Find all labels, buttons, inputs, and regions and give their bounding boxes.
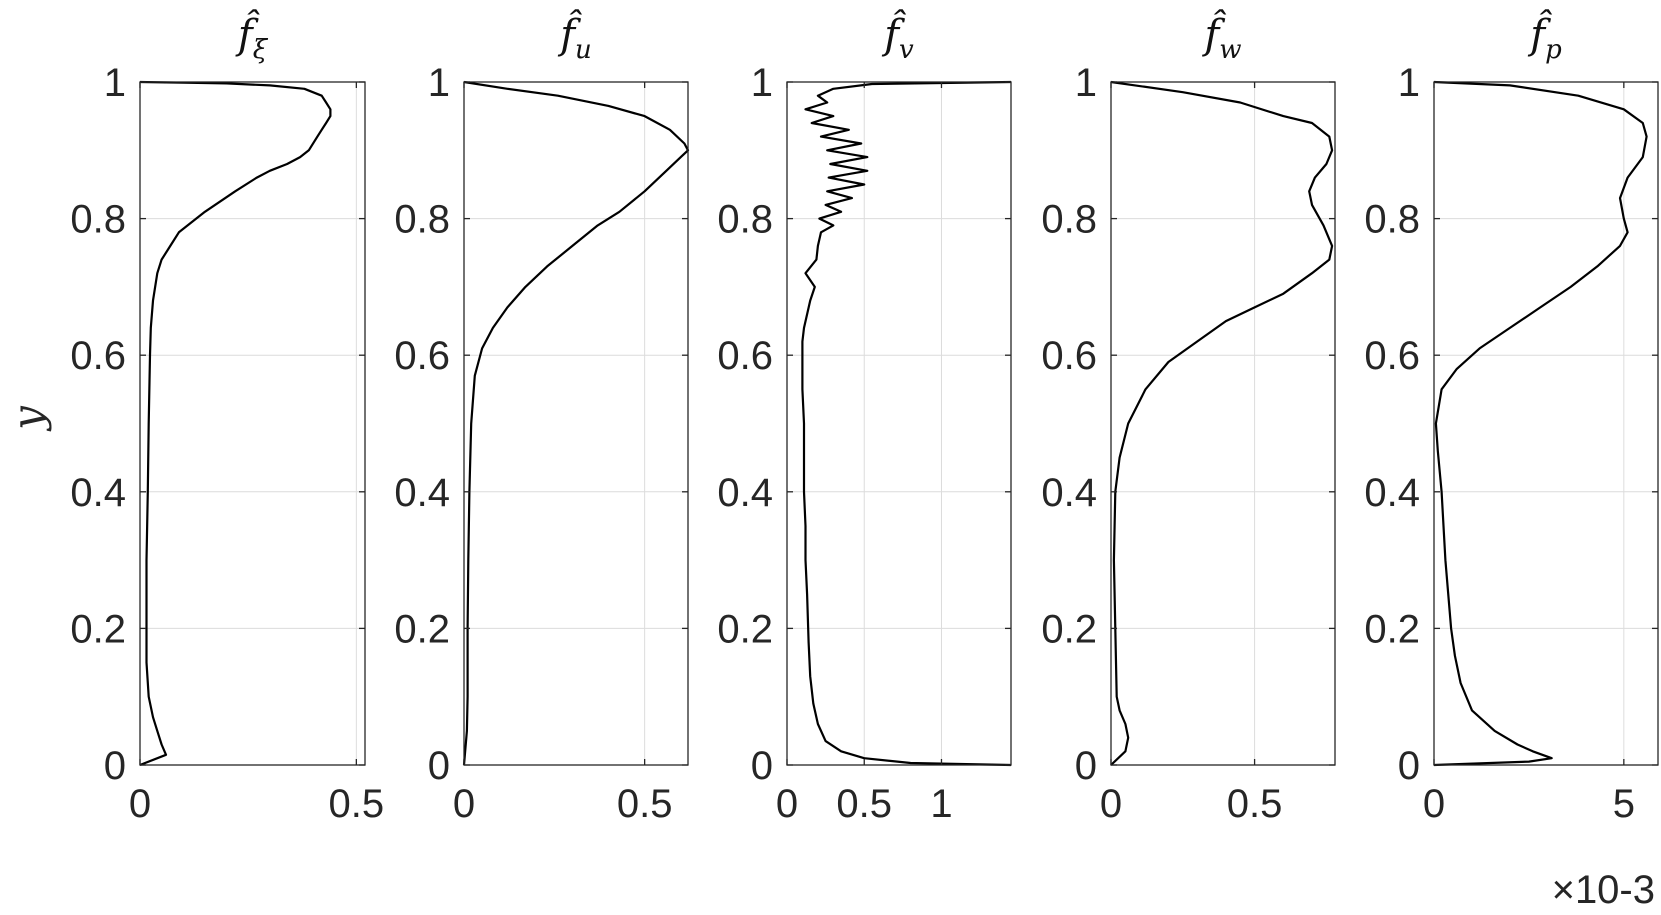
y-tick-label: 0.6 (717, 334, 773, 378)
x-multiplier-label: ×10-3 (1552, 868, 1655, 912)
y-tick-label: 0.6 (394, 334, 450, 378)
x-tick-label: 5 (1613, 782, 1635, 826)
y-tick-label: 0.8 (1041, 198, 1097, 242)
x-tick-label: 0 (453, 782, 475, 826)
y-tick-label: 0.4 (1364, 471, 1420, 515)
axes-frame (786, 81, 1012, 766)
x-tick-label: 0.5 (329, 782, 385, 826)
y-tick-label: 0.2 (394, 607, 450, 651)
y-tick-label: 1 (1075, 61, 1097, 105)
x-tick-label: 0 (1100, 782, 1122, 826)
axes-frame (1110, 81, 1336, 766)
panel-title: f̂v (881, 10, 914, 65)
y-tick-label: 0.6 (1364, 334, 1420, 378)
panel-title: f̂w (1201, 10, 1241, 65)
y-tick-label: 1 (751, 61, 773, 105)
y-tick-label: 0.4 (394, 471, 450, 515)
series-line (139, 80, 332, 767)
y-tick-label: 0.8 (394, 198, 450, 242)
y-tick-label: 0.6 (1041, 334, 1097, 378)
series-line (462, 80, 690, 766)
series-line (1433, 80, 1648, 767)
panel-1: 0 0.2 0.4 0.6 0.8 1 0 0.5 f̂ξ (70, 10, 384, 826)
panel-title-subscript: p (1545, 35, 1562, 65)
x-tick-label: 0 (1423, 782, 1445, 826)
y-tick-label: 0.8 (717, 198, 773, 242)
y-tick-label: 0 (1075, 744, 1097, 788)
panel-title-subscript: v (899, 35, 914, 65)
panel-title-subscript: ξ (253, 35, 269, 65)
panel-title-subscript: u (575, 35, 592, 65)
y-tick-label: 1 (104, 61, 126, 105)
y-tick-label: 1 (428, 61, 450, 105)
axes-frame (463, 81, 689, 766)
x-tick-label: 0 (776, 782, 798, 826)
y-tick-label: 0 (428, 744, 450, 788)
y-tick-label: 0.4 (70, 471, 126, 515)
panel-title: f̂ξ (235, 10, 269, 65)
axes-frame (1433, 81, 1659, 766)
panel-3: 0 0.2 0.4 0.6 0.8 1 0 0.5 1 f̂v (717, 10, 1012, 826)
y-tick-label: 0.8 (70, 198, 126, 242)
panel-title: f̂u (557, 10, 592, 65)
y-tick-label: 0 (1398, 744, 1420, 788)
y-tick-label: 0.4 (1041, 471, 1097, 515)
y-tick-label: 0.2 (717, 607, 773, 651)
y-tick-label: 0.2 (70, 607, 126, 651)
x-tick-label: 1 (930, 782, 952, 826)
panel-2: 0 0.2 0.4 0.6 0.8 1 0 0.5 f̂u (394, 10, 690, 826)
y-axis-label: y (3, 405, 52, 432)
panel-5: 0 0.2 0.4 0.6 0.8 1 0 5 f̂p (1364, 10, 1659, 826)
y-tick-label: 0 (104, 744, 126, 788)
series-line (801, 80, 1012, 767)
x-tick-label: 0.5 (617, 782, 673, 826)
y-tick-label: 0 (751, 744, 773, 788)
series-line (1110, 80, 1334, 766)
panel-4: 0 0.2 0.4 0.6 0.8 1 0 0.5 f̂w (1041, 10, 1336, 826)
y-tick-label: 0.6 (70, 334, 126, 378)
y-tick-label: 0.2 (1041, 607, 1097, 651)
panel-title: f̂p (1527, 10, 1562, 65)
x-tick-label: 0.5 (836, 782, 892, 826)
y-tick-label: 1 (1398, 61, 1420, 105)
y-tick-label: 0.2 (1364, 607, 1420, 651)
y-tick-label: 0.4 (717, 471, 773, 515)
x-tick-label: 0.5 (1227, 782, 1283, 826)
x-tick-label: 0 (129, 782, 151, 826)
y-tick-label: 0.8 (1364, 198, 1420, 242)
panel-title-subscript: w (1219, 35, 1241, 65)
axes-frame (139, 81, 366, 766)
